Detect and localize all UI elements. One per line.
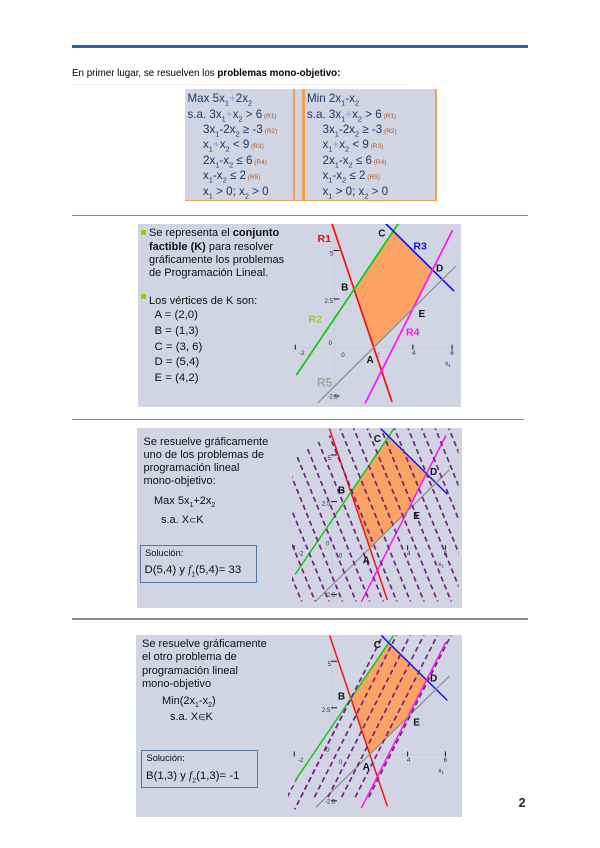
svg-text:-2: -2 (298, 757, 304, 764)
svg-text:A: A (367, 355, 374, 366)
svg-text:0: 0 (326, 747, 330, 754)
svg-text:5: 5 (330, 250, 334, 257)
svg-text:E: E (413, 511, 420, 522)
svg-text:R2: R2 (309, 314, 323, 326)
svg-text:R5: R5 (317, 375, 333, 389)
svg-text:2.5: 2.5 (322, 707, 331, 714)
svg-text:R1: R1 (318, 233, 332, 245)
svg-text:4: 4 (407, 757, 411, 764)
svg-text:6: 6 (444, 757, 448, 764)
svg-text:C: C (378, 229, 385, 240)
svg-text:D: D (430, 674, 437, 685)
svg-text:6: 6 (450, 350, 454, 357)
svg-text:x1: x1 (438, 561, 444, 569)
svg-text:4: 4 (412, 350, 416, 357)
svg-text:0: 0 (326, 541, 330, 548)
svg-text:5: 5 (328, 455, 332, 462)
svg-text:A: A (363, 556, 370, 567)
svg-text:-2.5: -2.5 (327, 394, 338, 401)
svg-text:2.5: 2.5 (324, 298, 333, 305)
svg-text:2: 2 (377, 353, 381, 359)
svg-text:0: 0 (329, 340, 333, 347)
svg-text:0: 0 (339, 553, 343, 560)
svg-text:-2.5: -2.5 (325, 592, 336, 599)
svg-text:R3: R3 (413, 241, 427, 253)
svg-text:5: 5 (328, 661, 332, 668)
svg-text:-2: -2 (298, 551, 304, 558)
svg-text:0: 0 (341, 352, 345, 359)
svg-text:E: E (419, 309, 426, 320)
svg-text:C: C (374, 640, 381, 651)
svg-text:2.5: 2.5 (322, 501, 331, 508)
svg-text:B: B (341, 283, 348, 294)
svg-text:B: B (338, 485, 345, 496)
svg-text:E: E (413, 717, 420, 728)
svg-text:C: C (374, 434, 381, 445)
svg-text:-2.5: -2.5 (325, 798, 336, 805)
svg-text:B: B (338, 692, 345, 703)
svg-text:0: 0 (339, 759, 343, 766)
svg-text:R4: R4 (406, 327, 420, 339)
svg-text:A: A (363, 762, 370, 773)
svg-text:4: 4 (407, 551, 411, 558)
svg-text:x1: x1 (438, 767, 444, 775)
svg-text:x1: x1 (445, 361, 451, 369)
svg-text:D: D (436, 264, 443, 275)
svg-text:-2: -2 (299, 350, 305, 357)
svg-text:D: D (430, 467, 437, 478)
